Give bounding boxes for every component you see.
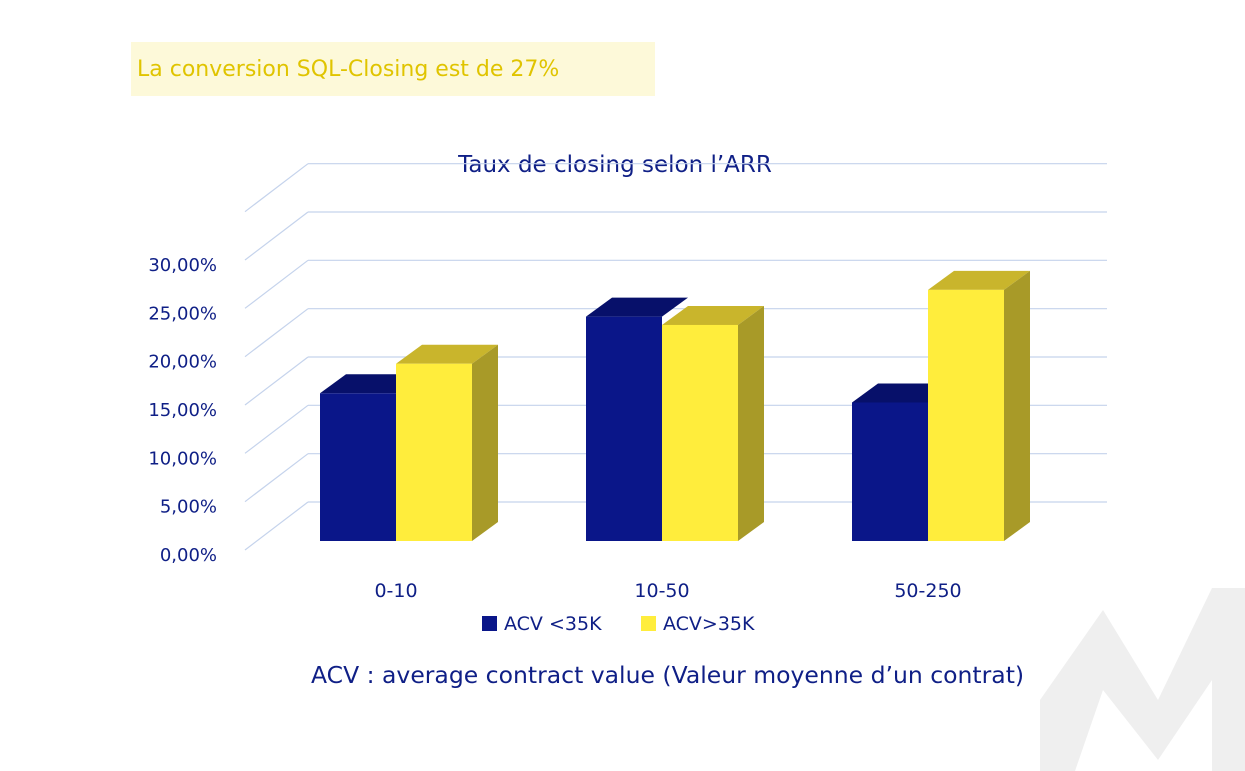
bar <box>586 297 688 541</box>
y-tick-label: 25,00% <box>148 303 217 324</box>
y-tick-label: 30,00% <box>148 255 217 276</box>
gridline <box>244 259 1107 309</box>
x-tick-label: 50-250 <box>894 580 961 602</box>
gridline <box>244 163 1107 213</box>
legend-label: ACV <35K <box>504 613 602 635</box>
y-tick-label: 0,00% <box>160 545 217 566</box>
x-tick-label: 0-10 <box>374 580 417 602</box>
y-tick-label: 15,00% <box>148 400 217 421</box>
chart-title: Taux de closing selon l’ARR <box>457 152 772 178</box>
legend-label: ACV>35K <box>663 613 755 635</box>
y-tick-label: 10,00% <box>148 448 217 469</box>
y-tick-label: 20,00% <box>148 352 217 373</box>
legend-swatch <box>641 616 656 631</box>
y-axis-ticks: 0,00% 5,00% 10,00% 15,00% 20,00% 25,00% 30,00% <box>148 255 217 566</box>
legend-item: ACV <35K <box>482 613 602 635</box>
headline-callout: La conversion SQL-Closing est de 27% <box>131 42 655 96</box>
x-axis-ticks: 0-10 10-50 50-250 <box>374 580 961 602</box>
footnote: ACV : average contract value (Valeur moy… <box>311 661 1025 689</box>
legend-swatch <box>482 616 497 631</box>
bar <box>928 270 1030 541</box>
legend-item: ACV>35K <box>641 613 755 635</box>
legend: ACV <35K ACV>35K <box>482 613 755 635</box>
x-tick-label: 10-50 <box>634 580 689 602</box>
bar <box>662 305 764 541</box>
y-tick-label: 5,00% <box>160 497 217 518</box>
bars-layer <box>320 270 1030 541</box>
bar <box>396 344 498 541</box>
gridline <box>244 211 1107 261</box>
